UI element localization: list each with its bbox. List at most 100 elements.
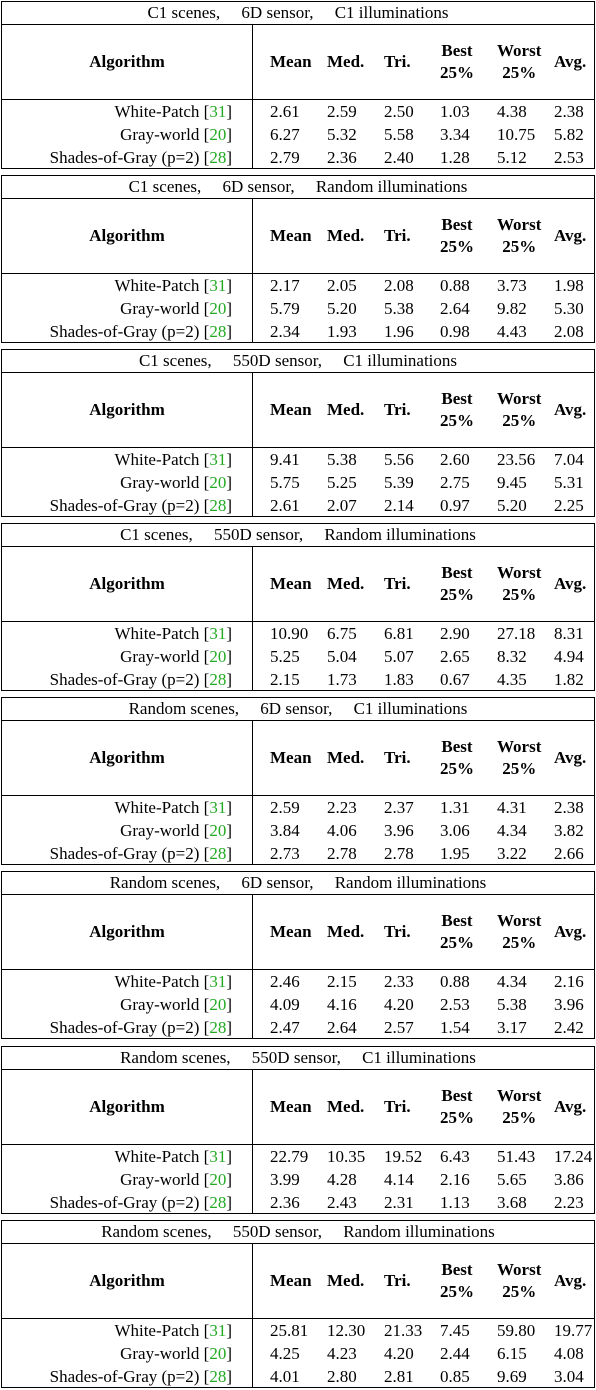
citation-link[interactable]: 31 xyxy=(209,276,227,295)
citation-link[interactable]: 31 xyxy=(209,1321,227,1340)
table-caption: Random scenes, 550D sensor, C1 illuminat… xyxy=(2,1047,594,1070)
citation-link[interactable]: 28 xyxy=(209,148,227,167)
results-table: Random scenes, 6D sensor, Random illumin… xyxy=(1,871,595,1039)
results-table: Random scenes, 6D sensor, C1 illuminatio… xyxy=(1,697,595,865)
header-algorithm: Algorithm xyxy=(89,574,165,593)
header-tri: Tri. xyxy=(384,1097,411,1116)
header-worst: Worst 25% xyxy=(497,40,541,84)
citation-link[interactable]: 28 xyxy=(209,1367,227,1386)
citation-link[interactable]: 20 xyxy=(209,125,227,144)
table-cell: 2.42 xyxy=(554,1018,584,1037)
header-worst-line1: Worst xyxy=(497,1260,542,1279)
header-mean: Mean xyxy=(270,400,312,419)
header-best: Best 25% xyxy=(440,388,474,432)
table-cell: 22.79 xyxy=(270,1147,309,1166)
header-avg: Avg. xyxy=(554,922,587,941)
citation-link[interactable]: 20 xyxy=(209,1170,227,1189)
table-cell: 3.06 xyxy=(440,821,470,840)
citation-close: ] xyxy=(226,1344,232,1363)
algorithm-name: White-Patch [31] xyxy=(114,1320,232,1342)
table-cell: 7.04 xyxy=(554,450,584,469)
citation-link[interactable]: 28 xyxy=(209,1193,227,1212)
header-worst-line1: Worst xyxy=(497,1086,542,1105)
algorithm-name: Shades-of-Gray (p=2) [28] xyxy=(50,669,232,691)
table-cell: 9.41 xyxy=(270,450,300,469)
algorithm-label: Gray-world xyxy=(120,473,200,492)
table-cell: 2.59 xyxy=(327,102,357,121)
header-tri: Tri. xyxy=(384,574,411,593)
citation-close: ] xyxy=(226,821,232,840)
table-cell: 2.81 xyxy=(384,1367,414,1386)
table-cell: 3.04 xyxy=(554,1367,584,1386)
table-caption: Random scenes, 550D sensor, Random illum… xyxy=(2,1221,594,1244)
citation-link[interactable]: 20 xyxy=(209,299,227,318)
table-cell: 4.16 xyxy=(327,995,357,1014)
header-mean: Mean xyxy=(270,52,312,71)
algorithm-name: Shades-of-Gray (p=2) [28] xyxy=(50,147,232,169)
table-cell: 8.31 xyxy=(554,624,584,643)
header-best: Best 25% xyxy=(440,910,474,954)
citation-link[interactable]: 31 xyxy=(209,798,227,817)
citation-open: [ xyxy=(203,972,210,991)
algorithm-name: White-Patch [31] xyxy=(114,623,232,645)
table-cell: 3.99 xyxy=(270,1170,300,1189)
header-worst-line2: 25% xyxy=(502,585,537,604)
citation-close: ] xyxy=(226,1193,232,1212)
column-divider xyxy=(252,373,253,516)
algorithm-label: White-Patch xyxy=(114,102,200,121)
header-med: Med. xyxy=(327,574,365,593)
table-caption: C1 scenes, 6D sensor, Random illuminatio… xyxy=(2,176,594,199)
citation-link[interactable]: 31 xyxy=(209,624,227,643)
table-cell: 5.32 xyxy=(327,125,357,144)
header-best-line1: Best xyxy=(441,41,473,60)
column-divider xyxy=(252,895,253,1038)
citation-link[interactable]: 20 xyxy=(209,647,227,666)
table-cell: 4.38 xyxy=(497,102,527,121)
header-avg: Avg. xyxy=(554,1097,587,1116)
citation-link[interactable]: 31 xyxy=(209,102,227,121)
algorithm-label: White-Patch xyxy=(114,624,200,643)
citation-link[interactable]: 28 xyxy=(209,322,227,341)
citation-open: [ xyxy=(203,450,210,469)
algorithm-label: Shades-of-Gray (p=2) xyxy=(49,1193,200,1212)
algorithm-name: Gray-world [20] xyxy=(120,124,232,146)
header-best: Best 25% xyxy=(440,736,474,780)
row-divider xyxy=(2,273,594,274)
table-cell: 3.22 xyxy=(497,844,527,863)
table-cell: 2.44 xyxy=(440,1344,470,1363)
header-mean: Mean xyxy=(270,1271,312,1290)
header-worst-line1: Worst xyxy=(497,563,542,582)
algorithm-name: White-Patch [31] xyxy=(114,1146,232,1168)
citation-link[interactable]: 28 xyxy=(209,844,227,863)
citation-link[interactable]: 31 xyxy=(209,972,227,991)
citation-link[interactable]: 31 xyxy=(209,450,227,469)
citation-link[interactable]: 20 xyxy=(209,473,227,492)
table-cell: 2.34 xyxy=(270,322,300,341)
table-cell: 2.36 xyxy=(327,148,357,167)
header-worst-line1: Worst xyxy=(497,737,542,756)
table-cell: 5.25 xyxy=(270,647,300,666)
table-cell: 5.20 xyxy=(497,496,527,515)
header-best-line1: Best xyxy=(441,1086,473,1105)
citation-close: ] xyxy=(226,102,232,121)
row-divider xyxy=(2,1144,594,1145)
citation-link[interactable]: 20 xyxy=(209,821,227,840)
header-mean: Mean xyxy=(270,1097,312,1116)
citation-link[interactable]: 20 xyxy=(209,1344,227,1363)
header-algorithm: Algorithm xyxy=(89,1271,165,1290)
header-best: Best 25% xyxy=(440,40,474,84)
citation-link[interactable]: 28 xyxy=(209,496,227,515)
citation-open: [ xyxy=(203,1018,210,1037)
citation-link[interactable]: 20 xyxy=(209,995,227,1014)
table-cell: 4.06 xyxy=(327,821,357,840)
citation-close: ] xyxy=(226,1170,232,1189)
citation-link[interactable]: 28 xyxy=(209,670,227,689)
table-cell: 3.73 xyxy=(497,276,527,295)
citation-link[interactable]: 28 xyxy=(209,1018,227,1037)
table-cell: 19.77 xyxy=(554,1321,593,1340)
citation-open: [ xyxy=(203,276,210,295)
citation-link[interactable]: 31 xyxy=(209,1147,227,1166)
table-cell: 1.03 xyxy=(440,102,470,121)
table-cell: 59.80 xyxy=(497,1321,536,1340)
column-divider xyxy=(252,547,253,690)
